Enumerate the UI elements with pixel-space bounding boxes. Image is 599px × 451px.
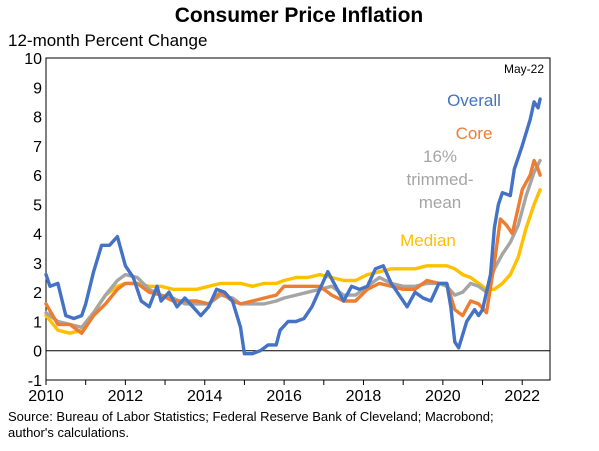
y-tick-label: 3	[33, 256, 42, 273]
y-tick-label: 6	[33, 168, 42, 185]
series-line-core	[44, 158, 542, 335]
series-label-median: Median	[400, 231, 456, 250]
y-tick-label: 2	[33, 285, 42, 302]
y-tick-label: 0	[33, 344, 42, 361]
x-tick-label: 2012	[108, 388, 144, 405]
series-line-overall	[44, 97, 542, 356]
series-label-core: Core	[456, 124, 493, 143]
plot-area	[45, 57, 551, 381]
source-note: Source: Bureau of Labor Statistics; Fede…	[8, 409, 497, 440]
x-tick-label: 2020	[425, 388, 461, 405]
y-tick-label: 5	[33, 197, 42, 214]
date-note: May-22	[504, 62, 544, 76]
x-tick-label: 2010	[28, 388, 64, 405]
y-axis-label: 12-month Percent Change	[8, 31, 207, 50]
x-tick-label: 2016	[266, 388, 302, 405]
series-label-16-trimmed-mean: 16% trimmed-mean	[406, 147, 473, 212]
x-tick-label: 2022	[504, 388, 540, 405]
y-tick-label: 10	[24, 51, 42, 68]
y-tick-label: 8	[33, 110, 42, 127]
series-line-16-trimmed-mean	[44, 158, 542, 329]
y-tick-label: -1	[28, 373, 42, 390]
series-label-overall: Overall	[447, 91, 501, 110]
y-tick-label: 1	[33, 314, 42, 331]
x-tick-label: 2014	[187, 388, 223, 405]
chart-title: Consumer Price Inflation	[175, 4, 424, 27]
y-tick-label: 7	[33, 139, 42, 156]
x-tick-label: 2018	[346, 388, 382, 405]
y-tick-label: 4	[33, 227, 42, 244]
y-tick-label: 9	[33, 80, 42, 97]
